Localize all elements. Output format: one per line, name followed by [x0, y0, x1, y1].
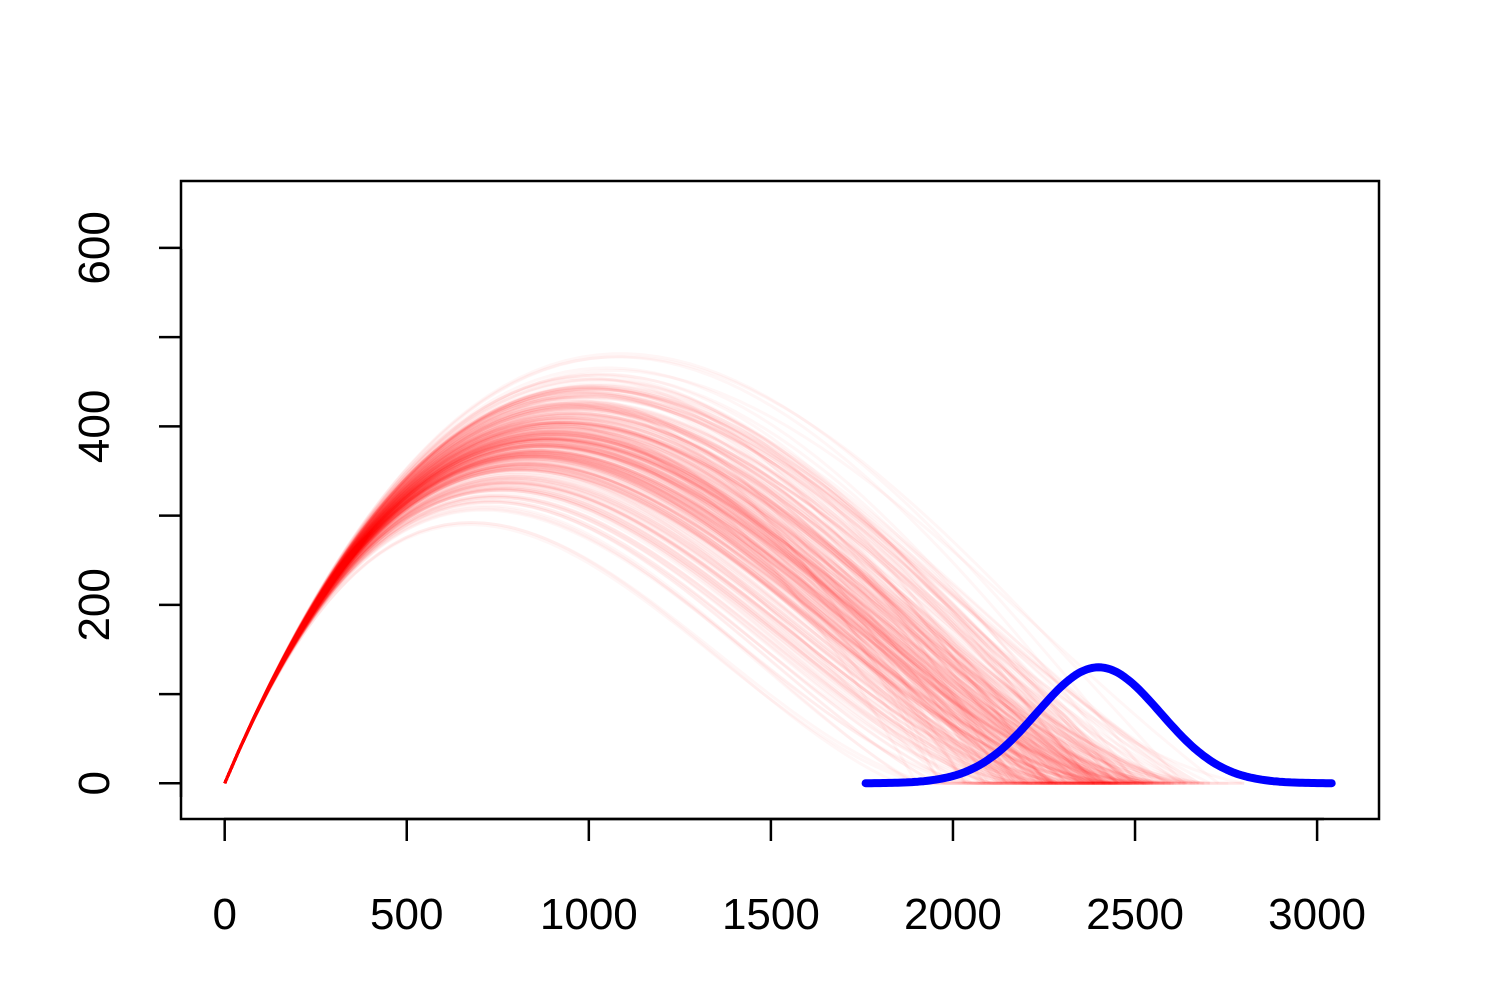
x-tick-label: 3000	[1268, 890, 1366, 939]
x-tick-label: 1000	[540, 890, 638, 939]
y-tick-label: 400	[70, 390, 119, 463]
y-tick-label: 0	[70, 771, 119, 795]
x-tick-label: 500	[370, 890, 443, 939]
y-tick-label: 600	[70, 211, 119, 284]
x-tick-label: 0	[212, 890, 236, 939]
x-tick-label: 1500	[722, 890, 820, 939]
landing-density	[861, 663, 1336, 788]
x-tick-label: 2000	[904, 890, 1002, 939]
x-tick-label: 2500	[1086, 890, 1184, 939]
y-axis: 0 200 400 600	[70, 211, 183, 797]
trajectory-ensemble	[225, 354, 1245, 784]
density-line	[861, 663, 1336, 788]
x-axis: 0 500 1000 1500 2000 2500 3000	[212, 817, 1366, 939]
y-tick-label: 200	[70, 568, 119, 641]
